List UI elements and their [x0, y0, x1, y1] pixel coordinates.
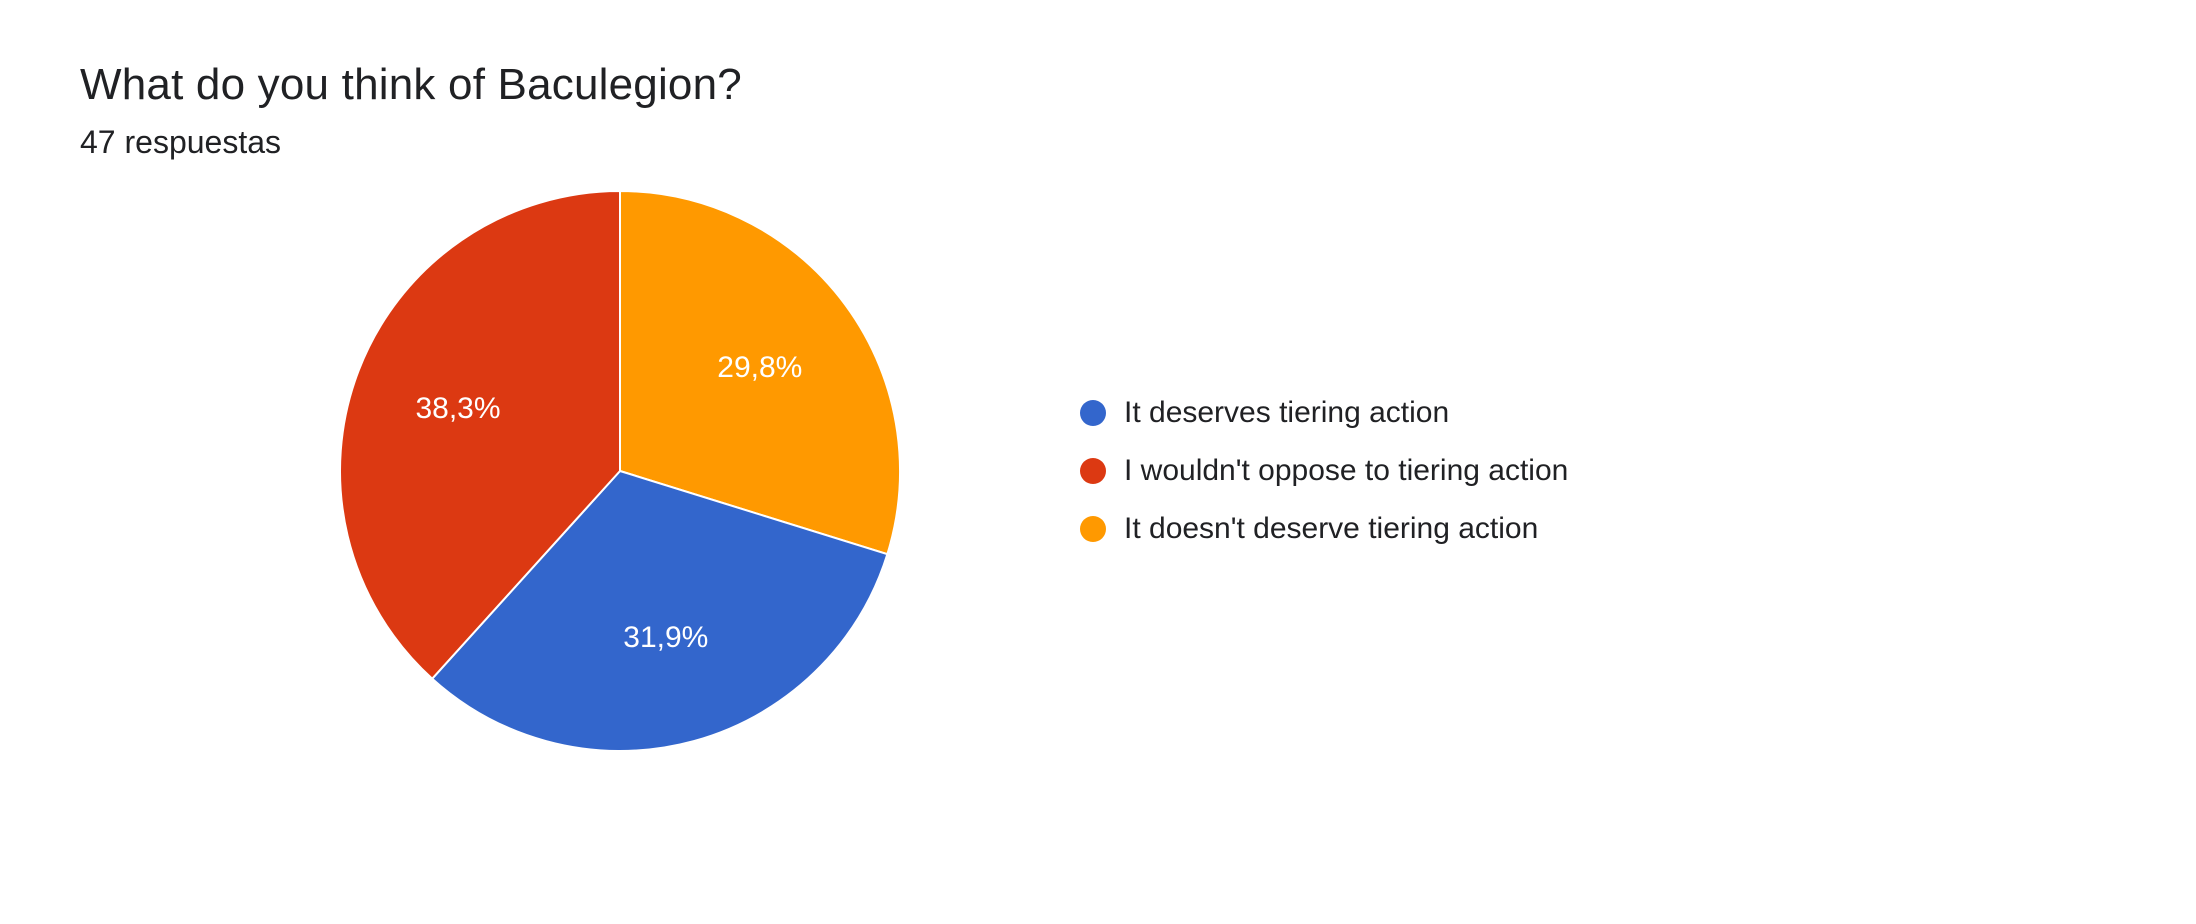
legend-label: I wouldn't oppose to tiering action	[1124, 454, 1568, 488]
chart-title: What do you think of Baculegion?	[80, 60, 2116, 110]
pie-chart-svg	[340, 191, 900, 751]
legend-swatch	[1080, 458, 1106, 484]
pie-slice-label: 29,8%	[717, 351, 802, 385]
legend-item: It doesn't deserve tiering action	[1080, 512, 1568, 546]
pie-slice-label: 31,9%	[623, 621, 708, 655]
legend-swatch	[1080, 516, 1106, 542]
chart-container: What do you think of Baculegion? 47 resp…	[0, 0, 2196, 924]
legend: It deserves tiering action I wouldn't op…	[1080, 396, 1568, 546]
legend-label: It doesn't deserve tiering action	[1124, 512, 1538, 546]
legend-item: I wouldn't oppose to tiering action	[1080, 454, 1568, 488]
pie-slice-label: 38,3%	[415, 392, 500, 426]
legend-label: It deserves tiering action	[1124, 396, 1449, 430]
pie-chart: 29,8% 31,9% 38,3%	[340, 191, 900, 751]
response-count: 47 respuestas	[80, 124, 2116, 161]
legend-item: It deserves tiering action	[1080, 396, 1568, 430]
chart-legend-row: 29,8% 31,9% 38,3% It deserves tiering acti…	[80, 191, 2116, 751]
legend-swatch	[1080, 400, 1106, 426]
